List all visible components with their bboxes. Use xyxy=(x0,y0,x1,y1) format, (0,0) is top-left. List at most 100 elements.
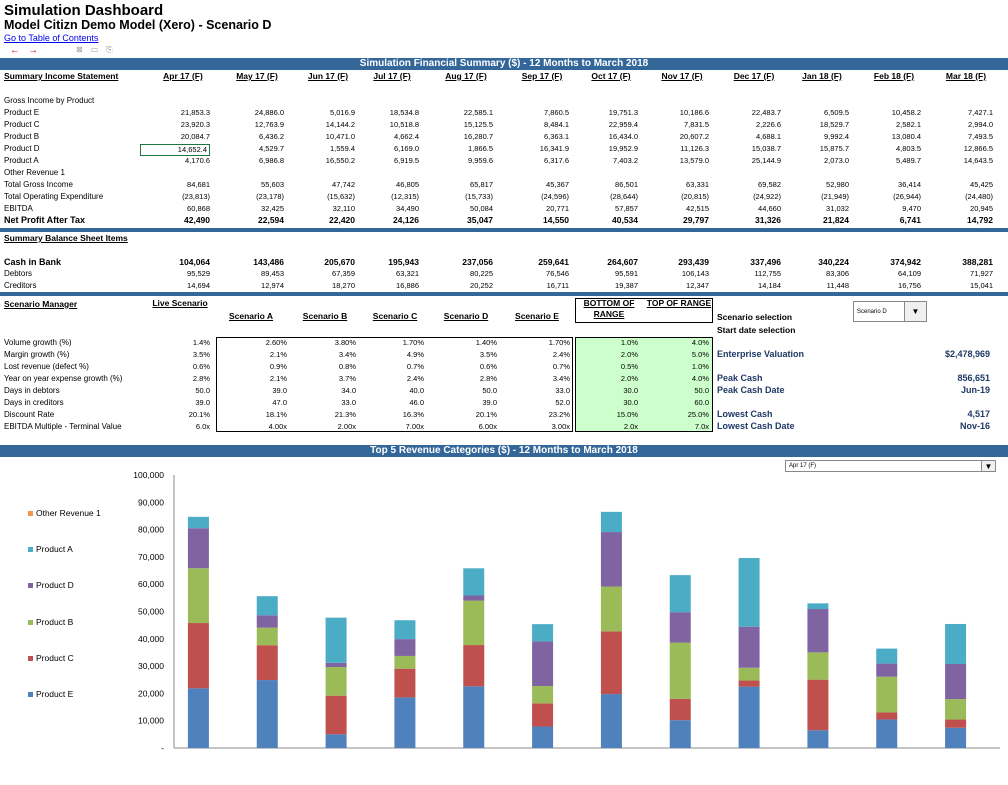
scenario-cell[interactable]: 2.00x xyxy=(337,422,356,431)
table-cell: 95,591 xyxy=(615,269,638,278)
toc-link[interactable]: Go to Table of Contents xyxy=(4,33,99,43)
scenario-cell[interactable]: 16.3% xyxy=(402,410,424,419)
scenario-cell[interactable]: 50.0 xyxy=(694,386,709,395)
range-highlight xyxy=(575,337,713,432)
scenario-cell[interactable]: 2.8% xyxy=(479,374,497,383)
copy-icon[interactable]: ⎘ xyxy=(106,45,113,54)
scenario-cell[interactable]: 4.0% xyxy=(691,374,709,383)
scenario-cell[interactable]: 21.3% xyxy=(334,410,356,419)
scenario-cell[interactable]: 4.0% xyxy=(691,338,709,347)
scenario-cell[interactable]: 1.0% xyxy=(691,362,709,371)
scenario-cell[interactable]: 33.0 xyxy=(341,398,356,407)
scenario-cell[interactable]: 52.0 xyxy=(555,398,570,407)
scenario-cell[interactable]: 0.8% xyxy=(338,362,356,371)
table-cell: 264,607 xyxy=(607,257,638,267)
scenario-cell[interactable]: 3.5% xyxy=(479,350,497,359)
chevron-down-icon[interactable]: ▼ xyxy=(981,461,995,471)
y-tick-label: 10,000 xyxy=(138,716,164,726)
scenario-cell[interactable]: 33.0 xyxy=(555,386,570,395)
row-label: EBITDA xyxy=(4,204,33,213)
scenario-cell[interactable]: 1.70% xyxy=(402,338,424,347)
bar-segment xyxy=(738,686,760,748)
scenario-cell[interactable]: 40.0 xyxy=(409,386,424,395)
scenario-cell[interactable]: 1.40% xyxy=(475,338,497,347)
table-cell: 67,359 xyxy=(332,269,355,278)
scenario-cell[interactable]: 2.0x xyxy=(623,422,638,431)
scenario-cell[interactable]: 39.0 xyxy=(482,398,497,407)
table-cell: 86,501 xyxy=(615,180,638,189)
table-cell: 15,125.5 xyxy=(463,120,493,129)
scenario-cell[interactable]: 2.0% xyxy=(620,350,638,359)
bar-segment xyxy=(532,703,554,727)
table-cell: (24,922) xyxy=(753,192,781,201)
bar-segment xyxy=(394,655,416,669)
scenario-cell[interactable]: 30.0 xyxy=(623,398,638,407)
forward-arrow-icon[interactable]: → xyxy=(28,45,38,56)
chart-icon[interactable]: ▭ xyxy=(90,45,99,54)
month-header: Jan 18 (F) xyxy=(802,71,842,81)
scenario-cell[interactable]: 0.6% xyxy=(479,362,497,371)
table-cell: 24,886.0 xyxy=(254,108,284,117)
scenario-cell[interactable]: 2.1% xyxy=(269,350,287,359)
scenario-cell[interactable]: 46.0 xyxy=(409,398,424,407)
scenario-cell[interactable]: 34.0 xyxy=(341,386,356,395)
scenario-cell[interactable]: 23.2% xyxy=(548,410,570,419)
bar-segment xyxy=(600,694,622,748)
scenario-cell[interactable]: 3.00x xyxy=(551,422,570,431)
legend-label: Product A xyxy=(36,544,73,554)
table-cell: 19,952.9 xyxy=(608,144,638,153)
scenario-cell[interactable]: 50.0 xyxy=(482,386,497,395)
bar-segment xyxy=(256,615,278,628)
scenario-cell[interactable]: 7.00x xyxy=(405,422,424,431)
y-tick-label: 70,000 xyxy=(138,552,164,562)
y-tick-label: 40,000 xyxy=(138,634,164,644)
scenario-cell: 20.1% xyxy=(188,410,210,419)
scenario-cell[interactable]: 3.4% xyxy=(338,350,356,359)
bar-segment xyxy=(532,624,554,642)
scenario-cell[interactable]: 2.60% xyxy=(265,338,287,347)
scenario-cell[interactable]: 18.1% xyxy=(265,410,287,419)
bar-segment xyxy=(532,686,554,704)
scenario-cell[interactable]: 0.9% xyxy=(269,362,287,371)
scenario-cell[interactable]: 3.7% xyxy=(338,374,356,383)
back-arrow-icon[interactable]: ← xyxy=(10,45,20,56)
scenario-dropdown[interactable]: Scenario D ▼ xyxy=(853,301,927,322)
table-cell: 12,763.9 xyxy=(254,120,284,129)
scenario-cell[interactable]: 25.0% xyxy=(687,410,709,419)
scenario-cell[interactable]: 2.4% xyxy=(552,350,570,359)
scenario-cell[interactable]: 0.7% xyxy=(406,362,424,371)
scenario-cell[interactable]: 2.4% xyxy=(406,374,424,383)
summary-band: Simulation Financial Summary ($) - 12 Mo… xyxy=(0,58,1008,70)
scenario-cell[interactable]: 20.1% xyxy=(475,410,497,419)
scenario-cell[interactable]: 6.00x xyxy=(478,422,497,431)
bar-segment xyxy=(738,667,760,681)
scenario-cell[interactable]: 3.4% xyxy=(552,374,570,383)
bar-segment xyxy=(945,727,967,748)
scenario-cell[interactable]: 39.0 xyxy=(272,386,287,395)
scenario-cell[interactable]: 0.7% xyxy=(552,362,570,371)
scenario-cell[interactable]: 7.0x xyxy=(694,422,709,431)
table-cell: 2,073.0 xyxy=(823,156,849,165)
scenario-cell[interactable]: 4.9% xyxy=(406,350,424,359)
table-cell: 50,084 xyxy=(470,204,493,213)
table-cell: 25,144.9 xyxy=(751,156,781,165)
scenario-cell[interactable]: 1.70% xyxy=(548,338,570,347)
scenario-cell[interactable]: 2.0% xyxy=(620,374,638,383)
scenario-cell[interactable]: 3.80% xyxy=(334,338,356,347)
table-cell: (23,813) xyxy=(182,192,210,201)
scenario-cell[interactable]: 4.00x xyxy=(268,422,287,431)
chevron-down-icon[interactable]: ▼ xyxy=(904,302,926,321)
chart-month-dropdown[interactable]: Apr 17 (F) ▼ xyxy=(785,460,996,472)
scenario-cell[interactable]: 5.0% xyxy=(691,350,709,359)
bar-segment xyxy=(463,645,485,687)
scenario-cell[interactable]: 47.0 xyxy=(272,398,287,407)
scenario-cell[interactable]: 2.1% xyxy=(269,374,287,383)
bar-segment xyxy=(945,719,967,728)
scenario-cell[interactable]: 60.0 xyxy=(694,398,709,407)
scenario-cell[interactable]: 0.5% xyxy=(620,362,638,371)
scenario-cell[interactable]: 15.0% xyxy=(616,410,638,419)
grid-icon[interactable]: ⊠ xyxy=(76,45,83,54)
row-label: Creditors xyxy=(4,281,37,290)
scenario-cell[interactable]: 1.0% xyxy=(620,338,638,347)
scenario-cell[interactable]: 30.0 xyxy=(623,386,638,395)
